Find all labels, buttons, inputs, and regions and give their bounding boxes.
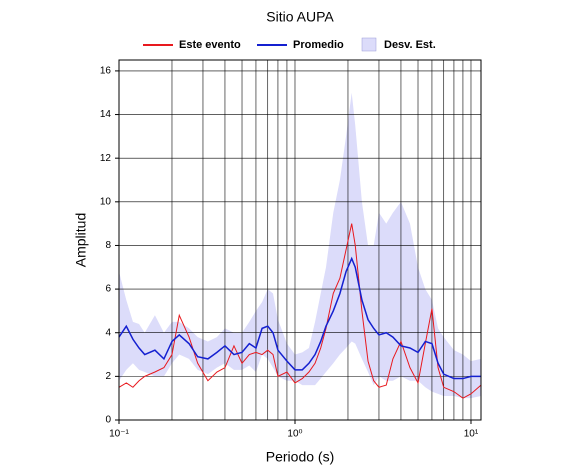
- x-tick-label: 10¹: [464, 429, 479, 440]
- y-tick-label: 16: [100, 66, 112, 77]
- x-tick-label: 10⁰: [287, 429, 302, 440]
- legend-label: Este evento: [179, 39, 241, 51]
- y-tick-label: 0: [105, 415, 111, 426]
- plot-frame: [118, 59, 482, 421]
- y-tick-label: 14: [100, 109, 112, 120]
- legend-label: Desv. Est.: [384, 39, 436, 51]
- x-tick-label: 10⁻¹: [109, 429, 129, 440]
- y-tick-label: 4: [105, 327, 111, 338]
- y-tick-label: 6: [105, 284, 111, 295]
- y-tick-label: 12: [100, 153, 112, 164]
- y-tick-label: 10: [100, 196, 112, 207]
- chart-title: Sitio AUPA: [266, 9, 334, 25]
- x-axis-label: Periodo (s): [266, 449, 334, 465]
- legend-label: Promedio: [293, 39, 344, 51]
- y-axis-label: Amplitud: [73, 213, 89, 267]
- line-series: [118, 256, 481, 380]
- y-tick-label: 2: [105, 371, 111, 382]
- y-tick-label: 8: [105, 240, 111, 251]
- line-series: [118, 223, 482, 399]
- legend-swatch: [361, 37, 377, 52]
- std-band: [119, 92, 481, 399]
